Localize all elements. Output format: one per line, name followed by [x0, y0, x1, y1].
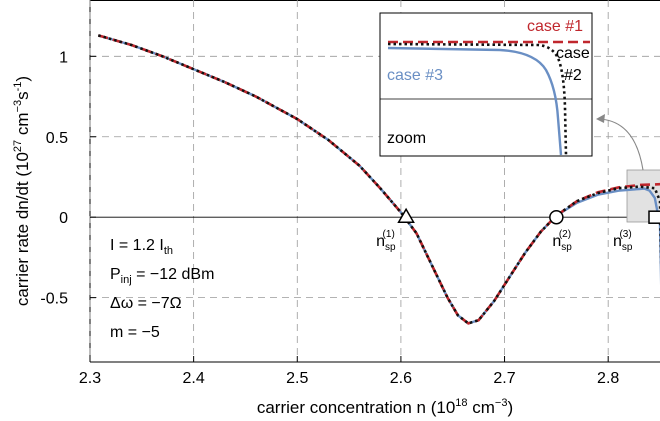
x-tick-label: 2.7 [493, 370, 515, 387]
inset-label-case2-b: #2 [564, 67, 582, 84]
x-axis-label-main: carrier concentration n (10 [257, 398, 455, 417]
marker-label: nsp(2) [552, 229, 572, 253]
equilibrium-markers: nsp(1) nsp(2) nsp(3) [376, 207, 660, 253]
data-series [97, 34, 660, 325]
param-current: I = 1.2 Ith [110, 237, 173, 257]
y-axis-label-unit2-exp: -1 [12, 82, 24, 92]
marker-square [648, 210, 660, 224]
param-detuning: Δω = −7Ω [110, 295, 182, 312]
x-tick-label: 2.3 [79, 370, 101, 387]
inset-label-case1: case #1 [527, 18, 583, 35]
x-tick-label: 2.8 [597, 370, 619, 387]
tick-labels: 2.3 2.4 2.5 2.6 2.7 2.8 -0.5 0 0.5 1 [40, 49, 619, 387]
x-axis-label-unit: cm [468, 398, 495, 417]
axis-ticks [89, 55, 609, 362]
x-axis-label-exp: 18 [455, 397, 467, 409]
y-axis-label-unit2: s [13, 91, 32, 100]
zoom-inset: case #1 case #2 case #3 zoom [379, 12, 593, 157]
zoom-connector-arrow [597, 118, 644, 171]
y-axis-label-unit1-exp: −3 [12, 100, 24, 113]
y-axis-label: carrier rate dn/dt (1027 cm−3s-1) [12, 76, 32, 306]
inset-frame [379, 12, 593, 157]
x-axis-label: carrier concentration n (1018 cm−3) [257, 397, 513, 417]
inset-case2-line [387, 42, 568, 156]
inset-zoom-label: zoom [387, 130, 426, 147]
zoom-connector-arrowhead [596, 114, 605, 123]
y-axis-label-unit1: cm [13, 112, 32, 139]
marker-label: nsp(1) [376, 229, 396, 253]
x-axis-label-close: ) [507, 398, 513, 417]
x-tick-label: 2.4 [183, 370, 205, 387]
y-axis-label-main: carrier rate dn/dt (10 [13, 152, 32, 306]
y-tick-label: 0.5 [46, 130, 68, 147]
parameter-annotations: I = 1.2 Ith Pinj = −12 dBm Δω = −7Ω m = … [110, 237, 214, 341]
marker-triangle [397, 207, 415, 223]
y-axis-label-close: ) [13, 76, 32, 82]
marker-circle [549, 209, 564, 225]
x-tick-label: 2.5 [286, 370, 308, 387]
param-m: m = −5 [110, 324, 160, 341]
y-tick-label: 1 [59, 49, 68, 66]
x-axis-label-unit-exp: −3 [495, 397, 508, 409]
inset-label-case2-a: case [556, 45, 590, 62]
x-tick-label: 2.6 [390, 370, 412, 387]
inset-case3-line [387, 46, 563, 156]
param-injection-power: Pinj = −12 dBm [110, 266, 214, 286]
y-axis-label-exp: 27 [12, 140, 24, 152]
y-tick-label: 0 [59, 210, 68, 227]
y-tick-label: -0.5 [40, 291, 68, 308]
marker-label: nsp(3) [613, 229, 633, 253]
inset-label-case3: case #3 [387, 67, 443, 84]
